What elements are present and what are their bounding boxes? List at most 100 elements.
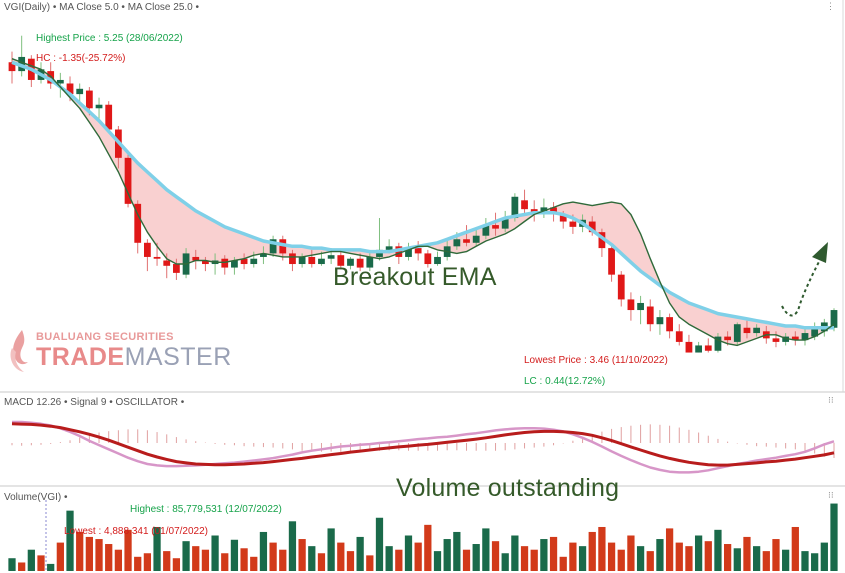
candle-body	[356, 258, 364, 268]
candle-body	[173, 264, 180, 273]
candle-body	[8, 62, 16, 72]
volume-bar	[385, 546, 393, 571]
volume-bar	[18, 562, 26, 571]
candle-body	[347, 258, 354, 266]
candle-body	[192, 256, 200, 261]
candle-body	[414, 248, 422, 254]
candle-body	[453, 239, 461, 247]
volume-bar	[375, 517, 384, 571]
volume-bar	[201, 549, 210, 571]
volume-bar	[356, 536, 364, 571]
volume-bar	[163, 551, 171, 571]
candle-body	[144, 242, 151, 257]
tradermaster-logo: BUALUANG SECURITIES TRADEMASTER	[6, 326, 231, 376]
volume-bar	[66, 510, 74, 571]
volume-bar	[153, 526, 161, 571]
volume-bar	[617, 549, 625, 571]
volume-lowest-label: Lowest : 4,888,341 (01/07/2022)	[64, 526, 208, 537]
volume-bar	[424, 524, 432, 571]
logo-word-a: TRADE	[36, 343, 125, 371]
ma-25-line	[11, 60, 834, 330]
candle-body	[695, 345, 702, 353]
ema-cloud-fill	[12, 58, 834, 346]
candle-body	[482, 225, 490, 236]
candle-body	[434, 256, 441, 265]
candle-body	[95, 104, 103, 109]
volume-bar	[346, 551, 355, 571]
volume-panel-controls-icon[interactable]: ⁝⁝	[828, 490, 834, 500]
volume-bar	[530, 549, 538, 571]
volume-bar	[327, 528, 335, 571]
candle-body	[714, 336, 722, 351]
candle-body	[646, 306, 654, 325]
candle-body	[753, 327, 761, 334]
logo-word-b: MASTER	[124, 343, 232, 371]
candle-body	[269, 239, 277, 254]
candle-body	[463, 239, 470, 243]
candle-body	[791, 336, 799, 341]
candle-body	[124, 157, 132, 204]
candle-body	[666, 317, 673, 332]
candle-body	[724, 336, 732, 341]
candle-body	[637, 302, 644, 311]
candle-body	[685, 341, 693, 353]
candle-body	[56, 79, 64, 84]
volume-bar	[240, 548, 248, 571]
highest-price-label: Highest Price : 5.25 (28/06/2022)	[36, 33, 183, 44]
volume-bar	[105, 544, 113, 571]
candle-body	[66, 83, 74, 95]
candle-body	[221, 258, 229, 268]
candle-body	[801, 333, 809, 341]
volume-bar	[830, 503, 838, 571]
volume-bar	[598, 526, 606, 571]
candle-body	[772, 338, 780, 342]
candle-body	[202, 260, 209, 265]
candle-body	[782, 336, 790, 342]
breakout-ema-annotation: Breakout EMA	[333, 263, 497, 291]
volume-bar	[221, 553, 229, 571]
volume-bar	[685, 546, 693, 571]
volume-bar	[665, 528, 674, 571]
volume-bar	[636, 546, 645, 571]
candle-body	[250, 258, 258, 265]
macd-line	[11, 422, 835, 467]
candle-body	[627, 299, 635, 311]
candle-body	[656, 317, 664, 325]
volume-bar	[134, 556, 142, 571]
volume-bar	[337, 542, 345, 571]
volume-highest-label: Highest : 85,779,531 (12/07/2022)	[130, 504, 282, 515]
volume-bar	[743, 536, 751, 571]
candle-body	[240, 258, 248, 265]
volume-bar	[37, 555, 45, 571]
volume-bar	[733, 548, 741, 571]
candle-body	[337, 255, 345, 266]
macd-panel-controls-icon[interactable]: ⁝⁝	[828, 395, 834, 405]
volume-bar	[801, 551, 809, 571]
candle-body	[598, 232, 606, 249]
volume-bar	[366, 555, 374, 571]
volume-bar	[279, 549, 287, 571]
volume-bar	[443, 539, 451, 571]
price-chart	[0, 0, 845, 393]
volume-bar	[820, 542, 828, 571]
volume-bar	[317, 553, 326, 571]
volume-bar	[714, 529, 722, 571]
volume-bar	[704, 541, 712, 571]
volume-bar	[259, 531, 268, 571]
candle-body	[260, 253, 267, 257]
volume-bar	[627, 535, 635, 571]
volume-bar	[607, 542, 616, 571]
candle-body	[405, 248, 412, 257]
volume-bar	[85, 536, 93, 571]
candle-body	[811, 327, 819, 337]
volume-bar	[675, 542, 683, 571]
volume-bar	[588, 531, 596, 571]
candle-body	[76, 88, 84, 95]
panel-menu-icon[interactable]: ⋮	[826, 1, 835, 11]
volume-bar	[298, 539, 306, 571]
volume-bar	[656, 539, 664, 571]
volume-bar	[211, 535, 219, 571]
volume-bar	[269, 542, 277, 571]
candle-body	[675, 331, 683, 342]
